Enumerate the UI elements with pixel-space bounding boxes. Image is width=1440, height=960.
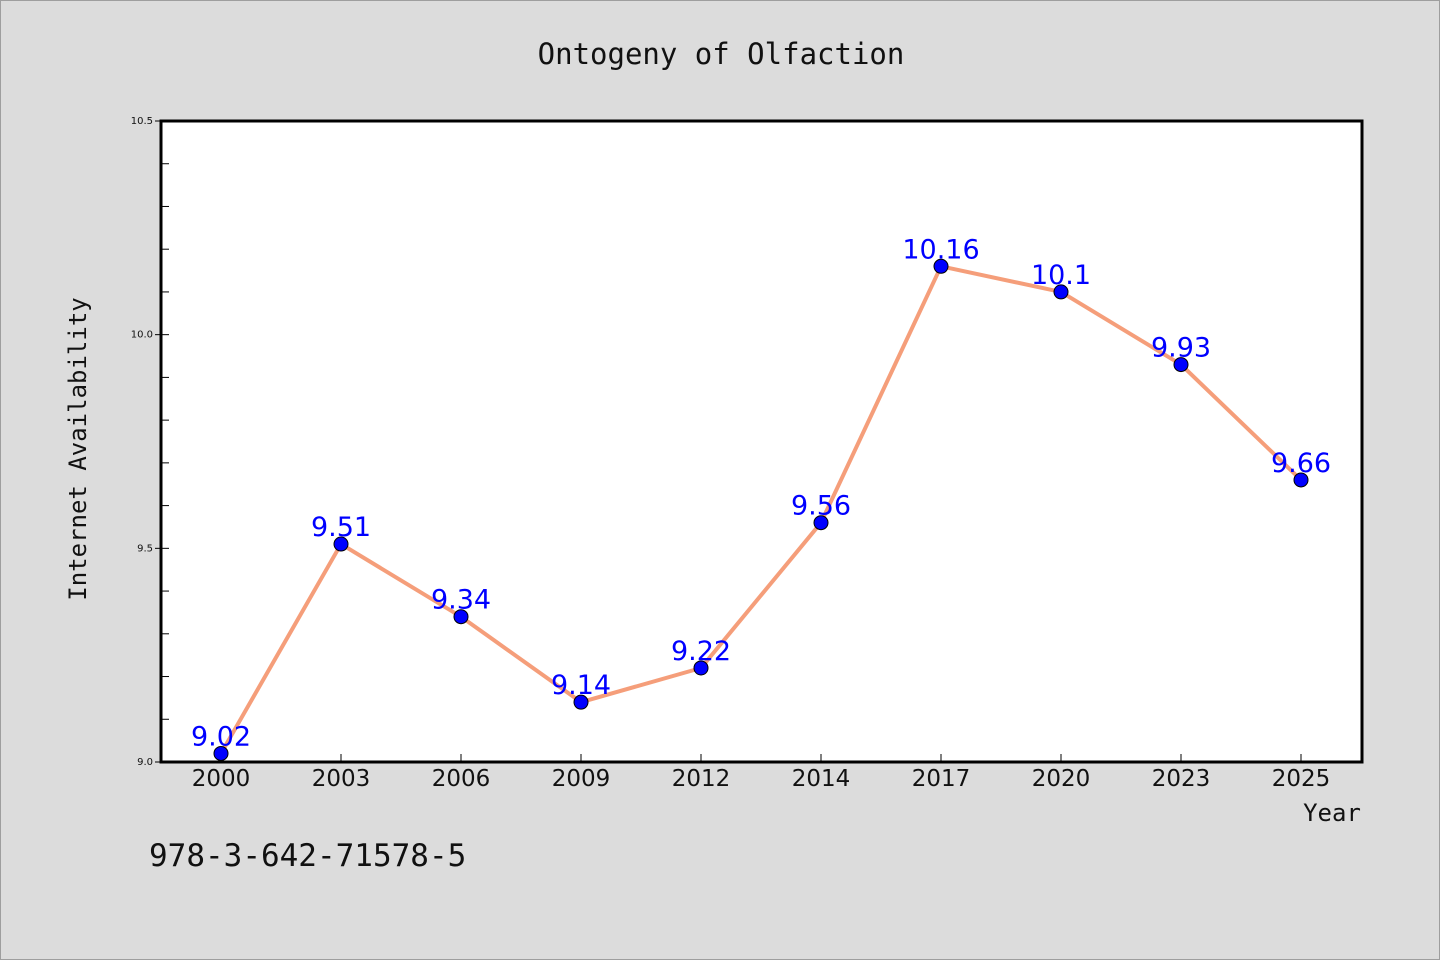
data-label: 9.51 bbox=[311, 512, 371, 543]
data-point bbox=[1293, 472, 1309, 488]
data-point bbox=[693, 660, 709, 676]
data-label: 10.1 bbox=[1031, 260, 1091, 291]
data-point bbox=[933, 258, 949, 274]
data-labels: 9.02 9.51 9.34 9.14 9.22 9.56 10.16 10.1 9.93 9.6… bbox=[191, 234, 1331, 752]
data-label: 9.14 bbox=[551, 670, 611, 701]
x-tick-label: 2017 bbox=[912, 766, 971, 792]
isbn-text: 978-3-642-71578-5 bbox=[149, 838, 466, 874]
x-tick-label: 2003 bbox=[312, 766, 371, 792]
x-tick-label: 2012 bbox=[672, 766, 731, 792]
data-label: 9.34 bbox=[431, 585, 491, 616]
x-tick-label: 2000 bbox=[192, 766, 251, 792]
y-tick-label: 9.5 bbox=[137, 543, 153, 554]
data-point bbox=[813, 515, 829, 531]
data-point bbox=[1173, 357, 1189, 373]
x-tick-label: 2020 bbox=[1032, 766, 1091, 792]
y-tick-label: 10.5 bbox=[131, 116, 153, 127]
x-tick-label: 2009 bbox=[552, 766, 611, 792]
data-point bbox=[1053, 284, 1069, 300]
y-axis-ticks: 9.0 9.5 10.0 10.5 bbox=[131, 116, 169, 768]
x-tick-label: 2006 bbox=[432, 766, 491, 792]
series-line bbox=[219, 264, 1303, 756]
chart-title: Ontogeny of Olfaction bbox=[538, 37, 905, 71]
y-tick-label: 9.0 bbox=[137, 757, 153, 768]
y-tick-label: 10.0 bbox=[131, 330, 153, 341]
x-tick-label: 2023 bbox=[1152, 766, 1211, 792]
data-label: 10.16 bbox=[902, 234, 979, 265]
data-label: 9.02 bbox=[191, 721, 251, 752]
data-point bbox=[213, 745, 229, 761]
data-point bbox=[573, 694, 589, 710]
data-point bbox=[333, 536, 349, 552]
data-point bbox=[453, 609, 469, 625]
data-label: 9.22 bbox=[671, 636, 731, 667]
data-label: 9.93 bbox=[1151, 333, 1211, 364]
x-tick-label: 2014 bbox=[792, 766, 851, 792]
x-tick-label: 2025 bbox=[1272, 766, 1331, 792]
data-label: 9.66 bbox=[1271, 448, 1331, 479]
series-markers bbox=[213, 258, 1309, 761]
y-axis-label: Internet Availability bbox=[64, 297, 92, 600]
plot-area bbox=[159, 119, 1364, 764]
data-label: 9.56 bbox=[791, 491, 851, 522]
x-axis-label: Year bbox=[1303, 799, 1361, 827]
series-lines bbox=[219, 264, 1303, 756]
x-axis-ticks: 2000 2003 2006 2009 2012 2014 2017 2020 2023 2025 bbox=[192, 754, 1331, 792]
